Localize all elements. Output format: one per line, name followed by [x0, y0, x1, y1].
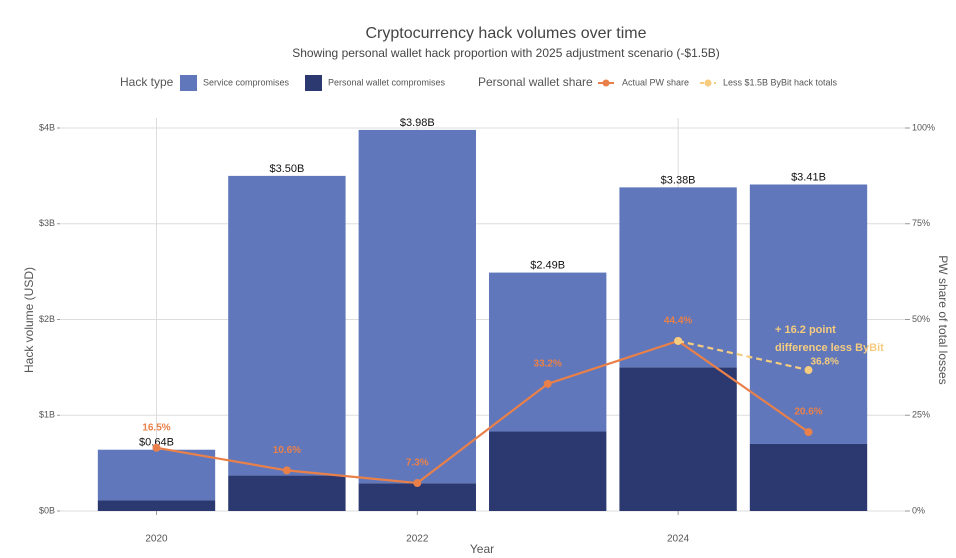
- chart-title: Cryptocurrency hack volumes over time: [366, 25, 647, 42]
- y2-tick-label: 75%: [912, 218, 930, 228]
- line: [156, 339, 810, 485]
- x-tick-label: 2022: [406, 534, 429, 545]
- x-axis-title: Year: [470, 542, 494, 556]
- line-point: [413, 479, 422, 488]
- bar-total-label: $3.98B: [400, 117, 435, 129]
- bar-segment: [489, 431, 607, 511]
- legend-title: Personal wallet share: [478, 75, 593, 89]
- bar-segment: [619, 367, 737, 511]
- bar-segment: [97, 500, 216, 511]
- y-tick-label: $4B: [39, 122, 55, 132]
- legend-label: Service compromises: [203, 77, 290, 87]
- point-label: 20.6%: [794, 407, 822, 418]
- line-point: [674, 336, 683, 345]
- y-tick-label: $1B: [39, 410, 55, 420]
- bar-total-label: $0.64B: [139, 437, 174, 449]
- bar-total-label: $3.50B: [269, 163, 304, 175]
- line-point: [804, 428, 813, 437]
- line-point: [282, 466, 291, 475]
- point-label: 44.4%: [664, 316, 692, 327]
- y2-tick-label: 50%: [912, 314, 930, 324]
- bar-total-label: $3.38B: [661, 174, 696, 186]
- legend-title: Hack type: [120, 75, 174, 89]
- point-label: 7.3%: [406, 458, 429, 469]
- legend-swatch: [180, 75, 197, 91]
- legend-label: Less $1.5B ByBit hack totals: [723, 77, 838, 87]
- bar-segment: [489, 272, 607, 432]
- point-label: 16.5%: [142, 422, 170, 433]
- y-tick-label: $0B: [39, 505, 55, 515]
- bar-segment: [97, 449, 216, 501]
- bar-segment: [749, 443, 868, 511]
- x-tick-label: 2020: [145, 534, 168, 545]
- bar-segment: [749, 184, 868, 444]
- y2-tick-label: 25%: [912, 410, 930, 420]
- legend-marker: [602, 79, 610, 87]
- legend-label: Personal wallet compromises: [328, 77, 446, 87]
- annotation: difference less ByBit: [775, 342, 884, 354]
- y2-axis-title: PW share of total losses: [936, 255, 950, 384]
- bar-segment: [228, 175, 346, 476]
- bar-segment: [358, 129, 476, 484]
- legend-marker: [704, 79, 712, 87]
- line: [677, 339, 809, 372]
- point-label: 10.6%: [273, 445, 301, 456]
- line-point: [152, 443, 161, 452]
- legend-label: Actual PW share: [622, 77, 689, 87]
- line-point: [543, 379, 552, 388]
- y-tick-label: $2B: [39, 314, 55, 324]
- y-tick-label: $3B: [39, 218, 55, 228]
- annotation: + 16.2 point: [775, 324, 836, 336]
- point-label: 33.2%: [534, 358, 562, 369]
- bar-segment: [358, 483, 476, 511]
- y-axis-title: Hack volume (USD): [22, 267, 36, 373]
- legend-swatch: [305, 75, 322, 91]
- bar-segment: [228, 475, 346, 511]
- bar-total-label: $3.41B: [791, 171, 826, 183]
- x-tick-label: 2024: [667, 534, 690, 545]
- chart-subtitle: Showing personal wallet hack proportion …: [292, 46, 720, 60]
- point-label: 36.8%: [811, 357, 839, 368]
- y2-tick-label: 0%: [912, 505, 925, 515]
- line-point: [804, 366, 813, 375]
- bar-total-label: $2.49B: [530, 259, 565, 271]
- y2-tick-label: 100%: [912, 122, 935, 132]
